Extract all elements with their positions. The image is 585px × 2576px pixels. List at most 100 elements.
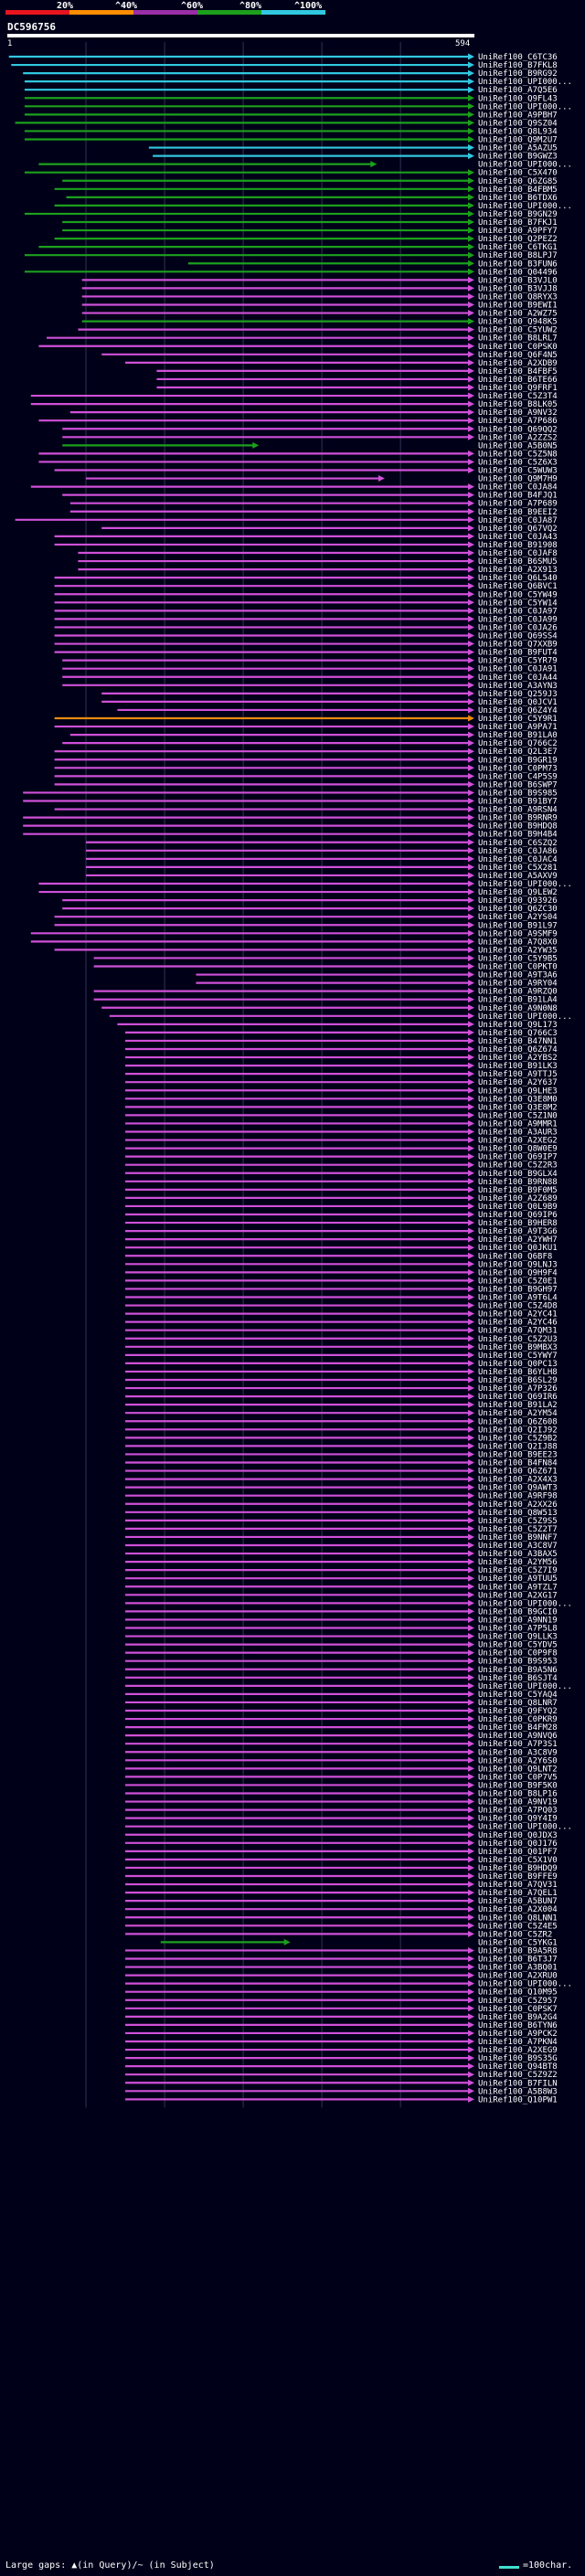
hit-row[interactable]: UniRef100_C5Z6X3: [38, 458, 558, 467]
hit-label[interactable]: UniRef100_Q9LLK3: [478, 1633, 558, 1642]
hit-label[interactable]: UniRef100_B9RN88: [478, 1178, 558, 1187]
hit-label[interactable]: UniRef100_A9T6L4: [478, 1294, 558, 1303]
hit-label[interactable]: UniRef100_A9NVQ6: [478, 1732, 558, 1741]
hit-row[interactable]: UniRef100_B3VJJ8: [81, 284, 558, 293]
hit-label[interactable]: UniRef100_A9T3A6: [478, 971, 558, 981]
hit-row[interactable]: UniRef100_A2X004: [125, 1905, 558, 1914]
hit-label[interactable]: UniRef100_B4FBM5: [478, 186, 558, 195]
hit-row[interactable]: UniRef100_A2XG17: [125, 1591, 558, 1600]
hit-row[interactable]: UniRef100_B9EE23: [125, 1450, 558, 1459]
hit-row[interactable]: UniRef100_B7FILN: [125, 2079, 558, 2088]
hit-label[interactable]: UniRef100_B6T3J7: [478, 1956, 558, 1965]
hit-label[interactable]: UniRef100_A7P5L8: [478, 1625, 558, 1634]
hit-row[interactable]: UniRef100_A9PFY7: [62, 227, 558, 236]
hit-label[interactable]: UniRef100_Q8LNR7: [478, 1699, 558, 1708]
hit-label[interactable]: UniRef100_Q6BF8: [478, 1252, 552, 1261]
hit-label[interactable]: UniRef100_A2XX26: [478, 1500, 558, 1510]
hit-label[interactable]: UniRef100_UPI000...: [478, 1980, 572, 1989]
hit-row[interactable]: UniRef100_Q3E8M2: [125, 1103, 558, 1112]
hit-label[interactable]: UniRef100_Q67VQ2: [478, 525, 558, 534]
hit-row[interactable]: UniRef100_B9S953: [125, 1658, 558, 1667]
hit-row[interactable]: UniRef100_B9A2G4: [125, 2013, 558, 2022]
hit-row[interactable]: UniRef100_A2YM54: [125, 1409, 558, 1418]
hit-label[interactable]: UniRef100_B9F0M5: [478, 1186, 558, 1195]
hit-label[interactable]: UniRef100_Q69SS4: [478, 632, 558, 641]
hit-label[interactable]: UniRef100_A5B0N5: [478, 441, 558, 451]
hit-row[interactable]: UniRef100_C5Z4E5: [125, 1922, 558, 1931]
hit-row[interactable]: UniRef100_UPI000...: [38, 880, 572, 889]
hit-row[interactable]: UniRef100_A7P689: [69, 500, 558, 509]
hit-label[interactable]: UniRef100_Q9M2U7: [478, 136, 558, 145]
hit-row[interactable]: UniRef100_C5Z3T4: [30, 392, 558, 401]
hit-row[interactable]: UniRef100_Q93926: [62, 896, 558, 906]
hit-row[interactable]: UniRef100_C5YWY7: [125, 1352, 558, 1361]
hit-row[interactable]: UniRef100_A2XDB9: [125, 359, 558, 368]
hit-label[interactable]: UniRef100_Q10M95: [478, 1988, 558, 1998]
hit-label[interactable]: UniRef100_B9GWZ3: [478, 153, 558, 162]
hit-label[interactable]: UniRef100_Q69QQ2: [478, 425, 558, 434]
hit-label[interactable]: UniRef100_Q6ZG85: [478, 177, 558, 186]
hit-row[interactable]: UniRef100_B6TYN6: [125, 2021, 558, 2030]
hit-row[interactable]: UniRef100_A5AXV9: [86, 872, 558, 881]
hit-label[interactable]: UniRef100_C0JA26: [478, 623, 558, 632]
hit-label[interactable]: UniRef100_UPI000...: [478, 1823, 572, 1832]
hit-row[interactable]: UniRef100_B91LA0: [69, 731, 558, 740]
hit-label[interactable]: UniRef100_A2XRU0: [478, 1972, 558, 1981]
hit-row[interactable]: UniRef100_C5YUW2: [78, 326, 558, 335]
hit-label[interactable]: UniRef100_Q6BVC1: [478, 582, 558, 591]
hit-label[interactable]: UniRef100_B91908: [478, 541, 558, 550]
hit-row[interactable]: UniRef100_Q8W0E9: [125, 1145, 558, 1154]
hit-label[interactable]: UniRef100_B3FUN6: [478, 260, 558, 269]
hit-row[interactable]: UniRef100_Q67VQ2: [101, 525, 558, 534]
hit-row[interactable]: UniRef100_B9GR19: [54, 756, 558, 765]
hit-row[interactable]: UniRef100_A9PCK2: [125, 2030, 558, 2039]
hit-row[interactable]: UniRef100_UPI000...: [125, 1599, 572, 1608]
hit-row[interactable]: UniRef100_Q3E8M0: [125, 1095, 558, 1104]
hit-label[interactable]: UniRef100_Q766C3: [478, 1029, 558, 1038]
hit-row[interactable]: UniRef100_B9RG92: [23, 69, 558, 79]
hit-row[interactable]: UniRef100_A2XRU0: [125, 1972, 558, 1981]
hit-row[interactable]: UniRef100_C5Z2T7: [125, 1525, 558, 1534]
hit-row[interactable]: UniRef100_A7Q8X0: [30, 938, 558, 947]
hit-row[interactable]: UniRef100_A7PQ03: [125, 1807, 558, 1816]
hit-label[interactable]: UniRef100_Q6Z608: [478, 1417, 558, 1426]
hit-label[interactable]: UniRef100_B9GR19: [478, 756, 558, 765]
hit-row[interactable]: UniRef100_C0JA43: [54, 533, 558, 542]
hit-row[interactable]: UniRef100_B4FM28: [125, 1723, 558, 1733]
hit-label[interactable]: UniRef100_C5Z4D8: [478, 1302, 558, 1311]
hit-label[interactable]: UniRef100_B6TYN6: [478, 2021, 558, 2030]
hit-label[interactable]: UniRef100_A2YM54: [478, 1409, 558, 1418]
hit-row[interactable]: UniRef100_Q0JKU1: [125, 1244, 558, 1253]
hit-row[interactable]: UniRef100_B9RNR9: [23, 814, 558, 823]
hit-row[interactable]: UniRef100_A2XEG9: [125, 2046, 558, 2055]
hit-row[interactable]: UniRef100_UPI000...: [54, 202, 572, 211]
hit-label[interactable]: UniRef100_Q8L934: [478, 127, 558, 136]
hit-label[interactable]: UniRef100_B91LA4: [478, 996, 558, 1005]
hit-row[interactable]: UniRef100_B6TDX6: [66, 194, 558, 203]
hit-label[interactable]: UniRef100_Q9FYQ2: [478, 1707, 558, 1716]
hit-label[interactable]: UniRef100_A3AYN3: [478, 682, 558, 691]
hit-label[interactable]: UniRef100_Q69IR6: [478, 1393, 558, 1402]
hit-label[interactable]: UniRef100_C0JAF8: [478, 549, 558, 558]
hit-row[interactable]: UniRef100_C0PSK7: [125, 2005, 558, 2014]
hit-row[interactable]: UniRef100_Q766C2: [62, 739, 558, 748]
hit-row[interactable]: UniRef100_B9RN88: [125, 1178, 558, 1187]
hit-row[interactable]: UniRef100_B9HDQ8: [23, 822, 558, 832]
hit-row[interactable]: UniRef100_C6TC36: [8, 53, 558, 62]
hit-row[interactable]: UniRef100_Q948K5: [81, 318, 558, 327]
hit-row[interactable]: UniRef100_A2X4X3: [125, 1476, 558, 1485]
hit-label[interactable]: UniRef100_C5X281: [478, 864, 558, 873]
hit-label[interactable]: UniRef100_A2YM56: [478, 1558, 558, 1567]
hit-label[interactable]: UniRef100_UPI000...: [478, 880, 572, 889]
hit-label[interactable]: UniRef100_A2XEG2: [478, 1137, 558, 1146]
hit-row[interactable]: UniRef100_Q9M2U7: [24, 136, 558, 145]
hit-row[interactable]: UniRef100_C5Z0E1: [125, 1277, 558, 1286]
hit-label[interactable]: UniRef100_A9PA71: [478, 723, 558, 732]
hit-label[interactable]: UniRef100_B9FFE9: [478, 1872, 558, 1882]
hit-label[interactable]: UniRef100_B6SJT4: [478, 1674, 558, 1683]
hit-label[interactable]: UniRef100_C0JA91: [478, 665, 558, 674]
hit-label[interactable]: UniRef100_A2X004: [478, 1905, 558, 1914]
hit-row[interactable]: UniRef100_B4FBF5: [156, 367, 558, 376]
hit-label[interactable]: UniRef100_B7FILN: [478, 2079, 558, 2088]
hit-row[interactable]: UniRef100_C0JA86: [86, 847, 558, 856]
